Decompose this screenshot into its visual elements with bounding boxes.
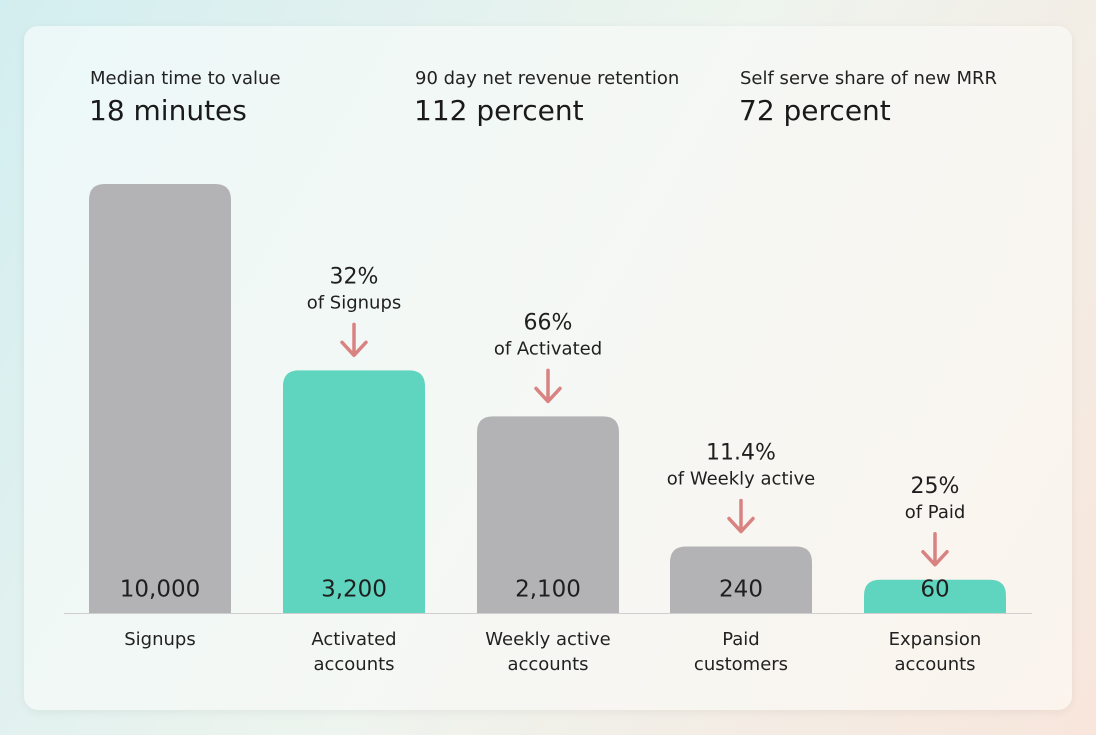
category-label: Expansion accounts <box>888 629 982 675</box>
conversion-label: 25% <box>911 474 960 499</box>
kpi-label: Self serve share of new MRR <box>740 68 998 89</box>
bar <box>477 416 619 613</box>
conversion-note: of Paid <box>905 502 966 523</box>
category-label: Weekly active accounts <box>485 629 611 675</box>
conversion-label: 66% <box>524 310 573 335</box>
value-label: 2,100 <box>515 577 581 603</box>
conversion-note: of Signups <box>307 292 402 313</box>
value-label: 10,000 <box>120 577 200 603</box>
kpi-value: 18 minutes <box>89 94 247 127</box>
conversion-label: 32% <box>330 264 379 289</box>
value-label: 240 <box>719 577 763 603</box>
conversion-arrow <box>921 532 949 567</box>
conversion-note: of Activated <box>494 338 602 359</box>
category-label: Activated accounts <box>311 629 397 675</box>
kpi-value: 72 percent <box>739 94 891 127</box>
conversion-note: of Weekly active <box>667 469 815 490</box>
conversion-arrow <box>727 498 755 534</box>
bar <box>864 579 1006 613</box>
conversion-label: 11.4% <box>706 441 776 466</box>
category-label: Signups <box>124 629 196 650</box>
kpi-value: 112 percent <box>414 94 584 127</box>
category-label: Paid customers <box>693 629 789 675</box>
conversion-arrow <box>340 322 368 358</box>
conversion-arrow <box>534 368 562 404</box>
bar <box>670 546 812 613</box>
kpi-label: Median time to value <box>90 68 281 89</box>
kpi-label: 90 day net revenue retention <box>415 68 680 89</box>
value-label: 3,200 <box>321 577 387 603</box>
value-label: 60 <box>920 577 949 603</box>
bar <box>283 370 425 613</box>
bar <box>89 184 231 613</box>
